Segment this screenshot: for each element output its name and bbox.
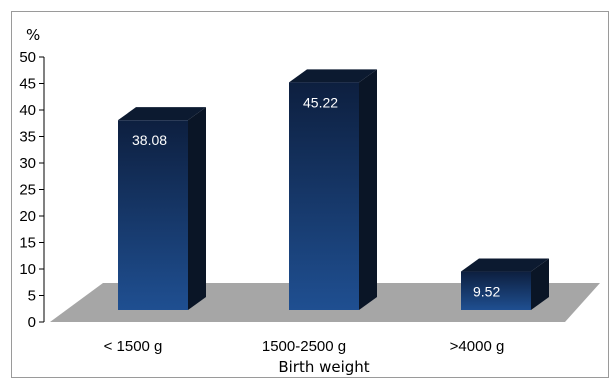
bar-side (359, 69, 377, 310)
bar-front (461, 271, 531, 310)
bar-data-label: 45.22 (303, 94, 338, 110)
bar-side (531, 258, 549, 310)
bar-3: 9.52 (461, 258, 549, 310)
x-category-label: >4000 g (450, 338, 505, 355)
y-tick-label: 45 (19, 76, 36, 93)
y-tick-label: 50 (19, 49, 36, 66)
y-tick-label: 25 (19, 182, 36, 199)
y-tick-label: 5 (28, 288, 36, 305)
bar-data-label: 9.52 (473, 284, 500, 300)
x-category-label: < 1500 g (104, 338, 163, 355)
bar-1: 38.08 (118, 107, 206, 311)
bar-side (188, 107, 206, 311)
x-axis-label: Birth weight (278, 358, 369, 376)
y-axis-label: % (26, 26, 40, 44)
bar-data-label: 38.08 (132, 132, 167, 148)
bar-top (118, 107, 206, 121)
bar-top (461, 258, 549, 272)
y-tick-label: 15 (19, 235, 36, 252)
y-tick-label: 40 (19, 102, 36, 119)
y-tick-label: 0 (28, 314, 36, 331)
y-tick-label: 10 (19, 261, 36, 278)
y-tick-label: 35 (19, 129, 36, 146)
bar-top (289, 69, 377, 83)
bar-2: 45.22 (289, 69, 377, 310)
chart-frame (11, 11, 609, 378)
x-category-label: 1500-2500 g (262, 338, 346, 355)
bar-front (289, 82, 359, 310)
y-tick-label: 30 (19, 155, 36, 172)
y-tick-label: 20 (19, 208, 36, 225)
bar-front (118, 120, 188, 311)
